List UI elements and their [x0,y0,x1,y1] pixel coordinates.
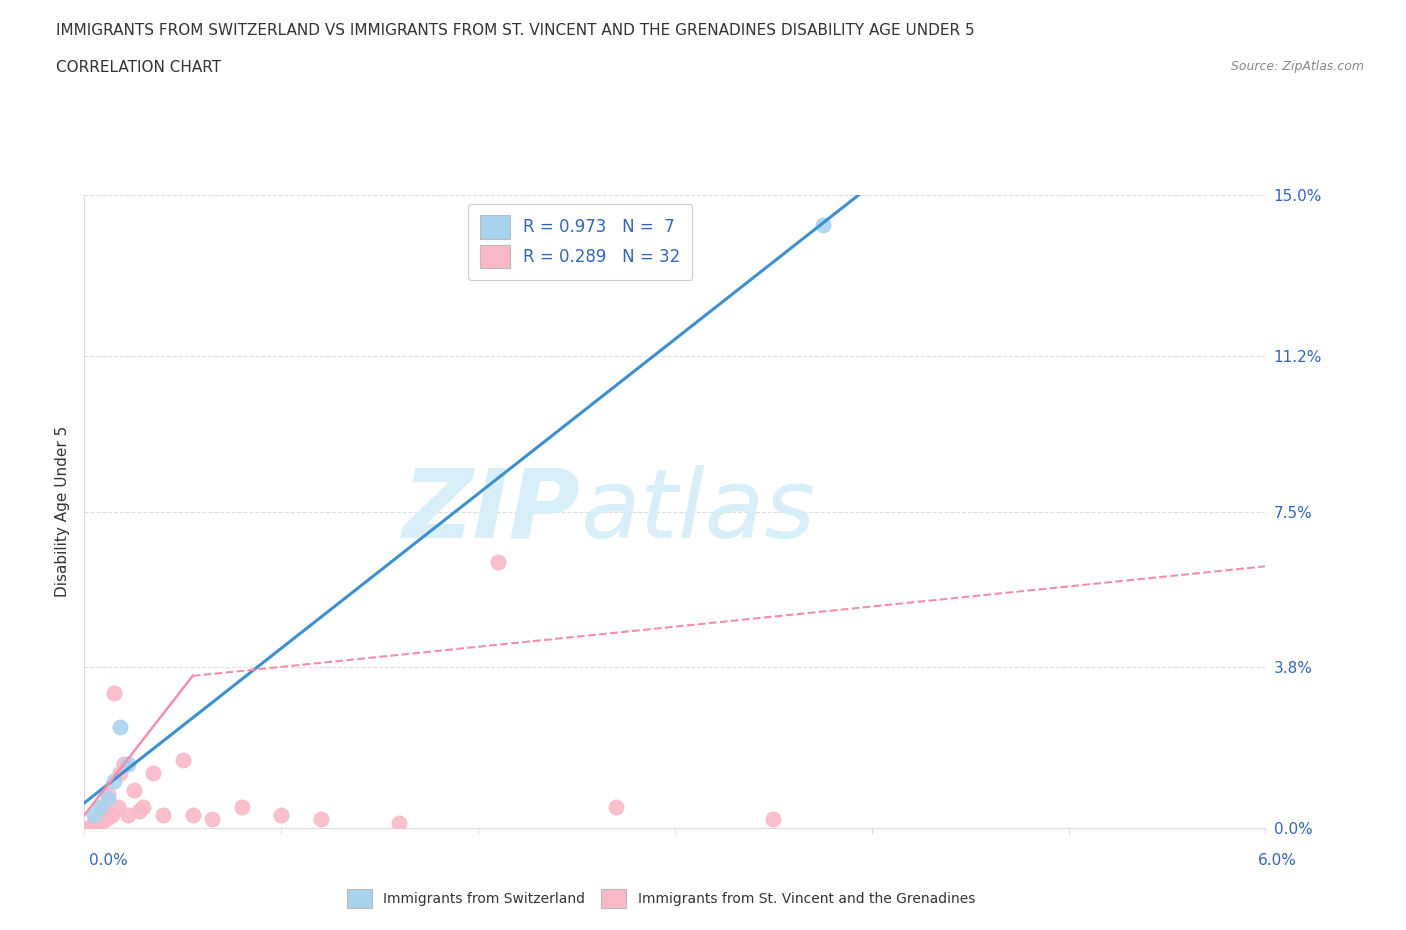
Point [84,820,107,835]
Point [103,774,125,789]
Point [181,807,204,822]
Point [93,799,115,814]
Point [132,799,155,814]
Point [79,820,101,835]
Point [201,812,224,827]
Point [172,752,194,767]
Text: CORRELATION CHART: CORRELATION CHART [56,60,221,75]
Point [128,804,150,818]
Point [117,807,139,822]
Point [762,812,785,827]
Point [112,757,135,772]
Point [309,812,332,827]
Text: ZIP: ZIP [402,465,581,558]
Text: 6.0%: 6.0% [1258,853,1298,868]
Point [87,812,110,827]
Text: 0.0%: 0.0% [89,853,128,868]
Point [97,790,120,805]
Text: IMMIGRANTS FROM SWITZERLAND VS IMMIGRANTS FROM ST. VINCENT AND THE GRENADINES DI: IMMIGRANTS FROM SWITZERLAND VS IMMIGRANT… [56,23,974,38]
Point [77,820,100,835]
Point [152,807,174,822]
Point [142,765,165,780]
Point [388,816,411,830]
Point [97,787,120,802]
Point [811,218,834,232]
Point [83,807,105,822]
Point [108,765,131,780]
Legend: R = 0.973   N =  7, R = 0.289   N = 32: R = 0.973 N = 7, R = 0.289 N = 32 [468,204,692,280]
Point [605,799,627,814]
Point [122,782,145,797]
Point [231,799,253,814]
Point [101,807,124,822]
Y-axis label: Disability Age Under 5: Disability Age Under 5 [55,426,70,597]
Text: atlas: atlas [581,465,815,558]
Point [89,816,111,830]
Point [117,757,139,772]
Point [107,799,129,814]
Text: Source: ZipAtlas.com: Source: ZipAtlas.com [1230,60,1364,73]
Point [486,554,509,569]
Point [103,685,125,700]
Legend: Immigrants from Switzerland, Immigrants from St. Vincent and the Grenadines: Immigrants from Switzerland, Immigrants … [342,883,980,914]
Point [94,812,117,827]
Point [82,820,104,835]
Point [108,719,131,734]
Point [270,807,292,822]
Point [91,807,114,822]
Point [89,799,111,814]
Point [83,816,105,830]
